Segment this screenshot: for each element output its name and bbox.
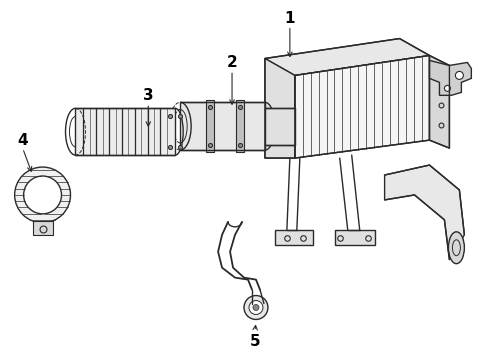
Polygon shape: [180, 102, 265, 150]
Polygon shape: [429, 55, 449, 148]
Polygon shape: [265, 58, 295, 158]
Circle shape: [249, 301, 263, 315]
Polygon shape: [429, 60, 471, 95]
Polygon shape: [295, 55, 429, 158]
Text: 5: 5: [250, 334, 260, 349]
Circle shape: [253, 305, 259, 310]
Circle shape: [15, 167, 71, 223]
Circle shape: [24, 176, 62, 214]
Polygon shape: [265, 39, 429, 75]
Polygon shape: [265, 108, 295, 145]
Polygon shape: [236, 100, 244, 152]
Circle shape: [455, 71, 464, 80]
Polygon shape: [33, 221, 52, 235]
Circle shape: [244, 296, 268, 319]
Ellipse shape: [448, 232, 465, 264]
Polygon shape: [75, 108, 175, 155]
Text: 3: 3: [143, 88, 153, 103]
Polygon shape: [335, 230, 375, 245]
Polygon shape: [275, 230, 313, 245]
Circle shape: [444, 85, 450, 91]
Polygon shape: [385, 165, 465, 260]
Text: 2: 2: [227, 55, 238, 70]
Text: 1: 1: [285, 11, 295, 26]
Text: 4: 4: [17, 132, 28, 148]
Polygon shape: [206, 100, 214, 152]
